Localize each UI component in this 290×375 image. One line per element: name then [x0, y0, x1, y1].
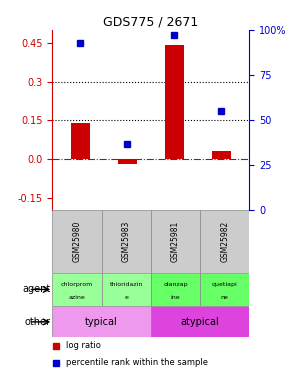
Bar: [102, 210, 151, 273]
Text: e: e: [124, 296, 128, 300]
Bar: [151, 273, 200, 306]
Bar: [52, 306, 151, 338]
Bar: [151, 210, 200, 273]
Text: chlorprom: chlorprom: [61, 282, 93, 287]
Text: azine: azine: [68, 296, 85, 300]
Text: ine: ine: [171, 296, 180, 300]
Text: quetiapi: quetiapi: [212, 282, 238, 287]
Text: GSM25983: GSM25983: [122, 221, 131, 262]
Text: ne: ne: [221, 296, 229, 300]
Text: log ratio: log ratio: [66, 341, 101, 350]
Text: atypical: atypical: [181, 317, 220, 327]
Text: olanzap: olanzap: [163, 282, 188, 287]
Bar: [52, 273, 102, 306]
Bar: [151, 306, 249, 338]
Bar: [118, 159, 137, 164]
Bar: [102, 273, 151, 306]
Text: GSM25981: GSM25981: [171, 221, 180, 262]
Text: GSM25982: GSM25982: [220, 221, 229, 262]
Text: percentile rank within the sample: percentile rank within the sample: [66, 358, 208, 367]
Bar: [200, 210, 249, 273]
Title: GDS775 / 2671: GDS775 / 2671: [103, 16, 198, 29]
Text: other: other: [24, 317, 50, 327]
Bar: [52, 210, 102, 273]
Text: GSM25980: GSM25980: [72, 221, 81, 262]
Bar: [200, 273, 249, 306]
Bar: [165, 45, 184, 159]
Text: thioridazin: thioridazin: [109, 282, 143, 287]
Text: agent: agent: [22, 285, 50, 294]
Bar: [212, 151, 231, 159]
Text: typical: typical: [85, 317, 118, 327]
Bar: [71, 123, 90, 159]
